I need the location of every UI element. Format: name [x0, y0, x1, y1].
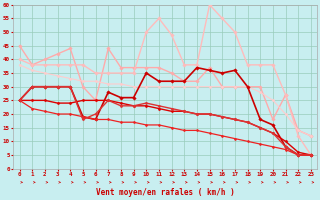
X-axis label: Vent moyen/en rafales ( km/h ): Vent moyen/en rafales ( km/h )	[96, 188, 235, 197]
